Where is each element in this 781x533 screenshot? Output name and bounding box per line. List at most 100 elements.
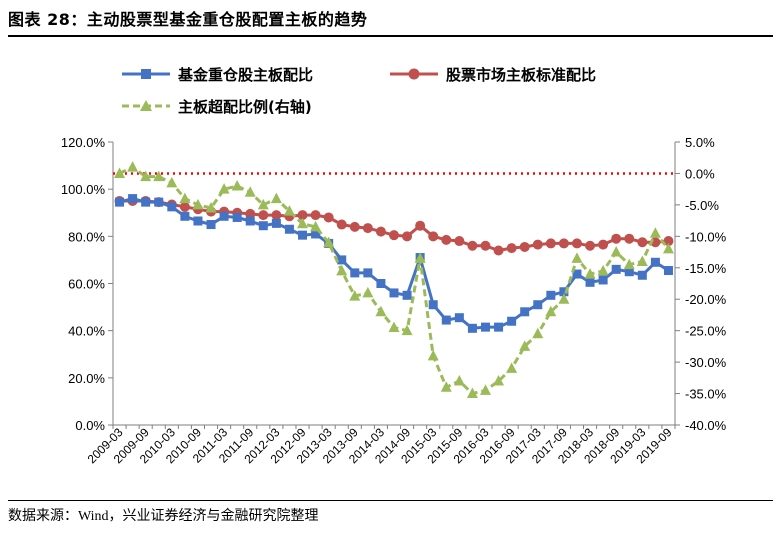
data-point-square xyxy=(219,211,229,221)
data-point-square xyxy=(533,300,543,310)
right-axis-ticks: -40.0% -35.0% -30.0% -25.0% -20.0% -15.0% -10.… xyxy=(675,135,727,433)
data-point-square xyxy=(467,323,477,333)
data-point-circle xyxy=(571,238,582,249)
data-point-square xyxy=(128,194,138,204)
data-point-circle xyxy=(258,210,269,221)
data-point-square xyxy=(167,202,177,212)
left-tick-label: 120.0% xyxy=(61,135,106,150)
left-tick-label: 0.0% xyxy=(75,418,105,433)
source-rule xyxy=(8,500,773,501)
data-point-circle xyxy=(467,240,478,251)
legend-marker-square xyxy=(141,69,151,79)
data-point-square xyxy=(663,266,673,276)
data-point-triangle xyxy=(401,324,413,336)
data-point-triangle xyxy=(349,290,361,301)
data-point-circle xyxy=(519,241,530,252)
data-point-circle xyxy=(637,237,648,248)
data-point-triangle xyxy=(244,186,256,197)
legend: 基金重仓股主板配比 股票市场主板标准配比 主板超配比例(右轴) xyxy=(122,66,596,116)
data-point-square xyxy=(350,268,360,278)
data-point-triangle xyxy=(127,161,139,172)
data-point-triangle xyxy=(453,374,465,386)
data-point-triangle xyxy=(205,202,217,213)
data-point-triangle xyxy=(571,252,583,263)
data-point-square xyxy=(480,322,490,332)
source-note: 数据来源：Wind，兴业证券经济与金融研究院整理 xyxy=(8,509,319,524)
data-point-triangle xyxy=(166,176,178,188)
series-1 xyxy=(115,194,673,333)
data-point-square xyxy=(441,315,451,325)
data-point-triangle xyxy=(479,384,491,395)
data-point-square xyxy=(245,216,255,226)
data-point-triangle xyxy=(362,286,374,298)
legend-marker-triangle xyxy=(140,100,152,111)
data-point-square xyxy=(141,197,151,207)
data-point-triangle xyxy=(297,217,309,229)
data-point-circle xyxy=(349,221,360,232)
data-point-square xyxy=(494,322,504,332)
data-point-circle xyxy=(415,220,426,231)
data-point-triangle xyxy=(493,374,505,386)
data-point-triangle xyxy=(283,205,295,216)
data-point-square xyxy=(454,313,464,323)
right-tick-label: -25.0% xyxy=(685,324,727,339)
left-tick-label: 20.0% xyxy=(68,371,105,386)
data-point-triangle xyxy=(466,387,478,399)
data-point-square xyxy=(520,307,530,317)
data-point-circle xyxy=(271,210,282,221)
data-point-square xyxy=(284,224,294,234)
data-point-triangle xyxy=(662,242,674,254)
data-point-circle xyxy=(545,238,556,249)
data-point-circle xyxy=(454,236,465,247)
right-tick-label: 0.0% xyxy=(685,166,715,181)
data-point-square xyxy=(311,229,321,239)
legend-marker-circle xyxy=(408,68,420,80)
data-point-square xyxy=(298,230,308,240)
data-point-triangle xyxy=(153,170,165,182)
data-point-triangle xyxy=(584,268,596,279)
left-tick-label: 100.0% xyxy=(61,182,106,197)
data-point-circle xyxy=(493,245,504,256)
chart-title: 图表 28：主动股票型基金重仓股配置主板的趋势 xyxy=(8,10,368,29)
data-point-square xyxy=(598,275,608,285)
data-point-triangle xyxy=(532,327,544,339)
data-point-triangle xyxy=(649,227,661,238)
data-point-triangle xyxy=(336,264,348,276)
data-point-square xyxy=(650,257,660,267)
title-rule xyxy=(8,35,773,37)
legend-entry-1: 基金重仓股主板配比 xyxy=(122,66,313,84)
data-point-triangle xyxy=(218,183,230,194)
data-point-square xyxy=(206,220,216,230)
data-point-triangle xyxy=(323,236,335,248)
data-point-triangle xyxy=(623,258,635,270)
data-point-square xyxy=(507,316,517,326)
data-point-circle xyxy=(624,233,635,244)
right-tick-label: -20.0% xyxy=(685,292,727,307)
data-point-triangle xyxy=(610,246,622,257)
data-point-square xyxy=(180,211,190,221)
data-point-square xyxy=(337,255,347,265)
data-point-square xyxy=(637,270,647,280)
data-point-triangle xyxy=(231,180,243,191)
data-point-square xyxy=(232,212,242,222)
data-point-circle xyxy=(428,231,439,242)
right-tick-label: -10.0% xyxy=(685,229,727,244)
right-tick-label: -5.0% xyxy=(685,198,719,213)
data-point-circle xyxy=(323,212,334,223)
data-point-circle xyxy=(441,234,452,245)
x-axis-ticks: 2009-032009-092010-032010-092011-032011-… xyxy=(85,425,676,466)
data-point-triangle xyxy=(506,362,518,373)
series-3 xyxy=(114,161,674,399)
data-point-circle xyxy=(179,201,190,212)
data-point-triangle xyxy=(440,381,452,392)
data-point-triangle xyxy=(388,321,400,333)
data-point-square xyxy=(546,290,556,300)
data-point-circle xyxy=(402,231,413,242)
data-point-square xyxy=(428,300,438,310)
legend-label-3: 主板超配比例(右轴) xyxy=(178,98,312,116)
data-point-square xyxy=(115,197,125,207)
data-point-circle xyxy=(362,223,373,234)
data-point-square xyxy=(154,197,164,207)
data-point-triangle xyxy=(114,167,126,178)
